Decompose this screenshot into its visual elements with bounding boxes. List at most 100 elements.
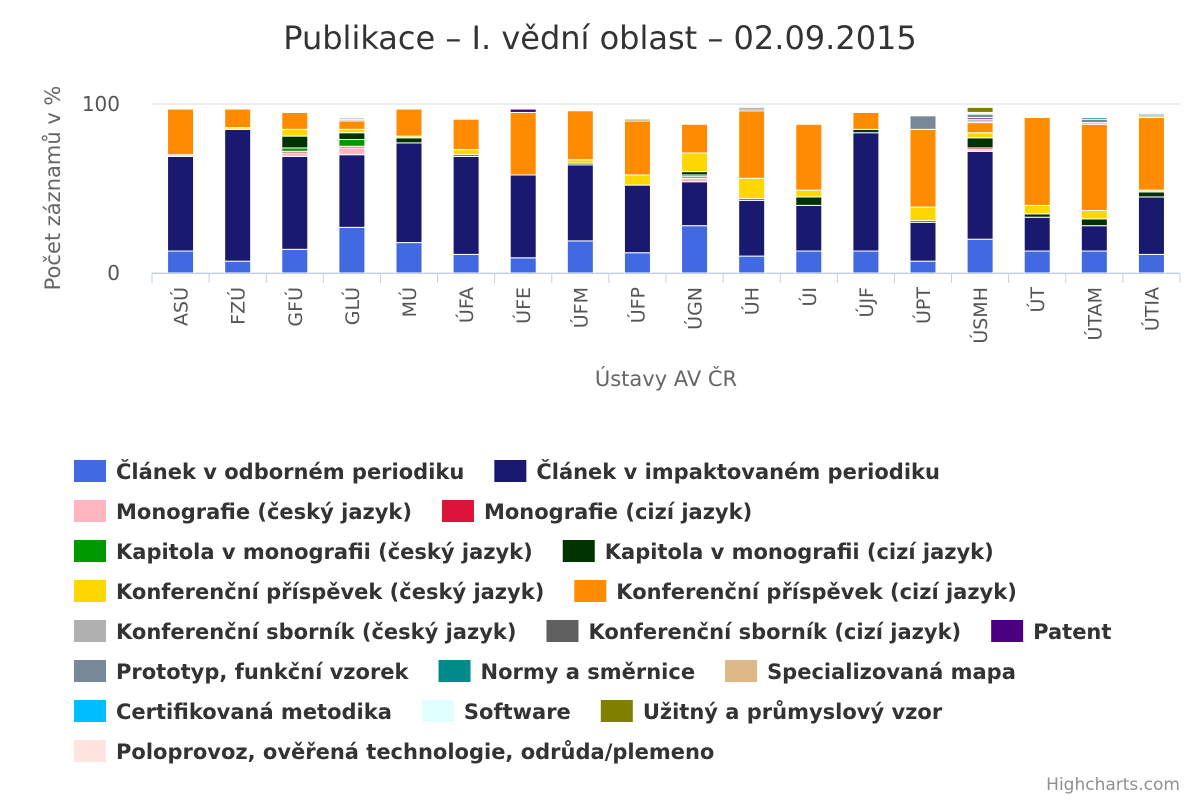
bar-segment[interactable]: [1080, 250, 1108, 274]
legend-item[interactable]: Článek v odborném periodiku: [74, 459, 464, 484]
bar-segment[interactable]: [338, 128, 366, 134]
bar-segment[interactable]: [681, 177, 709, 183]
bar-segment[interactable]: [338, 226, 366, 274]
bar-segment[interactable]: [566, 240, 594, 274]
legend-item[interactable]: Článek v impaktovaném periodiku: [494, 459, 940, 484]
legend-item[interactable]: Konferenční sborník (český jazyk): [74, 620, 516, 644]
bar-segment[interactable]: [795, 204, 823, 252]
bar-segment[interactable]: [167, 108, 195, 156]
bar-segment[interactable]: [281, 135, 309, 149]
legend-item[interactable]: Prototyp, funkční vzorek: [74, 660, 410, 684]
bar-segment[interactable]: [852, 250, 880, 274]
bar-segment[interactable]: [681, 225, 709, 274]
bar-segment[interactable]: [452, 118, 480, 151]
bar-segment[interactable]: [623, 174, 651, 186]
bar-segment[interactable]: [1023, 204, 1051, 215]
bar-segment[interactable]: [281, 147, 309, 152]
bar-segment[interactable]: [681, 181, 709, 227]
bar-segment[interactable]: [395, 242, 423, 274]
bar-segment[interactable]: [452, 253, 480, 274]
bar-segment[interactable]: [1023, 216, 1051, 252]
legend-item[interactable]: Konferenční příspěvek (cizí jazyk): [574, 580, 1017, 604]
bar-segment[interactable]: [1080, 218, 1108, 227]
bar-segment[interactable]: [338, 120, 366, 130]
bar-segment[interactable]: [852, 132, 880, 252]
bar-segment[interactable]: [623, 120, 651, 176]
bar-segment[interactable]: [395, 142, 423, 244]
bar-segment[interactable]: [966, 122, 994, 134]
bar-segment[interactable]: [738, 106, 766, 110]
bar-segment[interactable]: [566, 110, 594, 161]
bar-segment[interactable]: [566, 159, 594, 164]
bar-segment[interactable]: [338, 132, 366, 140]
legend-item[interactable]: Patent: [991, 620, 1111, 644]
bar-segment[interactable]: [1023, 213, 1051, 218]
bar-segment[interactable]: [909, 221, 937, 262]
bar-segment[interactable]: [224, 108, 252, 129]
bar-segment[interactable]: [281, 128, 309, 137]
bar-segment[interactable]: [1080, 117, 1108, 120]
bar-segment[interactable]: [452, 155, 480, 255]
legend-item[interactable]: Kapitola v monografii (cizí jazyk): [562, 540, 994, 564]
bar-segment[interactable]: [852, 111, 880, 130]
legend-item[interactable]: Užitný a průmyslový vzor: [600, 700, 943, 724]
bar-segment[interactable]: [966, 106, 994, 113]
bar-segment[interactable]: [795, 196, 823, 206]
bar-segment[interactable]: [909, 206, 937, 222]
legend-item[interactable]: Monografie (český jazyk): [74, 500, 412, 524]
bar-segment[interactable]: [1137, 117, 1165, 191]
bar-segment[interactable]: [909, 128, 937, 208]
bar-segment[interactable]: [395, 137, 423, 144]
bar-segment[interactable]: [452, 149, 480, 156]
bar-segment[interactable]: [509, 257, 537, 274]
bar-segment[interactable]: [1023, 117, 1051, 206]
legend-item[interactable]: Konferenční příspěvek (český jazyk): [74, 580, 544, 604]
bar-segment[interactable]: [852, 128, 880, 134]
bar-segment[interactable]: [224, 260, 252, 274]
bar-segment[interactable]: [795, 189, 823, 198]
bar-segment[interactable]: [1080, 225, 1108, 252]
bar-segment[interactable]: [966, 137, 994, 149]
bar-segment[interactable]: [795, 123, 823, 191]
bar-segment[interactable]: [966, 113, 994, 119]
bar-segment[interactable]: [738, 255, 766, 274]
bar-segment[interactable]: [681, 171, 709, 176]
bar-segment[interactable]: [566, 164, 594, 242]
bar-segment[interactable]: [738, 177, 766, 200]
legend-item[interactable]: Konferenční sborník (cizí jazyk): [546, 620, 961, 644]
bar-segment[interactable]: [623, 184, 651, 254]
legend-item[interactable]: Specializovaná mapa: [725, 660, 1016, 684]
bar-segment[interactable]: [966, 132, 994, 139]
legend-item[interactable]: Monografie (cizí jazyk): [441, 500, 752, 524]
bar-segment[interactable]: [338, 138, 366, 147]
credits-link[interactable]: Highcharts.com: [1046, 775, 1180, 795]
legend-item[interactable]: Normy a směrnice: [438, 660, 696, 684]
bar-segment[interactable]: [338, 115, 366, 119]
bar-segment[interactable]: [338, 154, 366, 228]
bar-segment[interactable]: [281, 111, 309, 130]
bar-segment[interactable]: [509, 111, 537, 176]
bar-segment[interactable]: [1137, 191, 1165, 198]
bar-segment[interactable]: [1137, 196, 1165, 255]
legend-item[interactable]: Certifikovaná metodika: [74, 700, 392, 724]
legend-item[interactable]: Software: [421, 700, 571, 724]
bar-segment[interactable]: [167, 155, 195, 252]
bar-segment[interactable]: [909, 260, 937, 274]
bar-segment[interactable]: [738, 110, 766, 179]
legend-item[interactable]: Poloprovoz, ověřená technologie, odrůda/…: [74, 740, 714, 764]
bar-segment[interactable]: [509, 174, 537, 259]
bar-segment[interactable]: [1137, 111, 1165, 115]
bar-segment[interactable]: [681, 152, 709, 173]
bar-segment[interactable]: [509, 108, 537, 113]
legend-item[interactable]: Kapitola v monografii (český jazyk): [74, 540, 533, 564]
bar-segment[interactable]: [1080, 123, 1108, 211]
bar-segment[interactable]: [281, 152, 309, 157]
bar-segment[interactable]: [1023, 250, 1051, 274]
bar-segment[interactable]: [966, 150, 994, 240]
bar-segment[interactable]: [966, 238, 994, 274]
bar-segment[interactable]: [623, 252, 651, 274]
bar-segment[interactable]: [395, 108, 423, 137]
bar-segment[interactable]: [281, 155, 309, 250]
bar-segment[interactable]: [1080, 209, 1108, 220]
bar-segment[interactable]: [281, 248, 309, 274]
